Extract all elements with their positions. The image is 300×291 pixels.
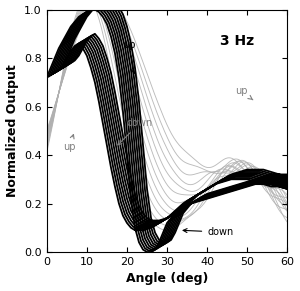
Text: up: up [63, 134, 75, 152]
Text: down: down [183, 227, 233, 237]
Text: up: up [123, 40, 136, 74]
Text: down: down [118, 118, 153, 145]
Text: up: up [235, 86, 253, 100]
Y-axis label: Normalized Output: Normalized Output [6, 64, 19, 197]
X-axis label: Angle (deg): Angle (deg) [126, 272, 208, 285]
Text: 3 Hz: 3 Hz [220, 34, 254, 48]
